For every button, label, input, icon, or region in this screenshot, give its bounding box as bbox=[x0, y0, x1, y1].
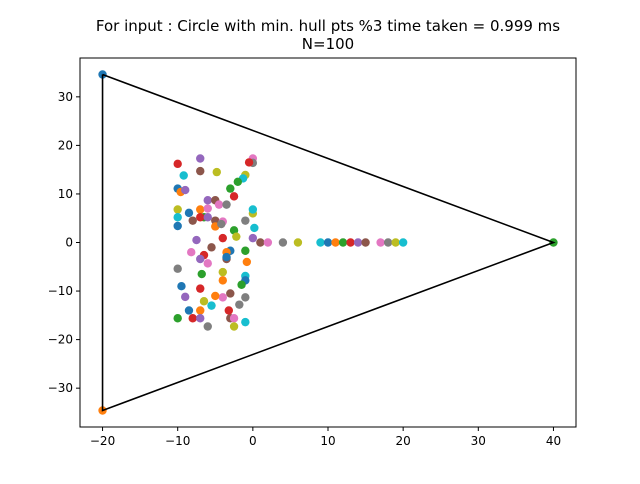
data-point bbox=[353, 238, 363, 247]
data-point bbox=[391, 238, 400, 247]
data-point bbox=[188, 314, 197, 323]
data-point bbox=[203, 213, 212, 222]
data-point bbox=[218, 267, 227, 277]
data-point bbox=[173, 205, 182, 214]
data-point bbox=[398, 238, 408, 247]
data-point bbox=[248, 233, 258, 243]
data-point bbox=[278, 238, 288, 247]
data-point bbox=[173, 221, 182, 231]
data-point bbox=[196, 154, 205, 163]
data-point bbox=[229, 192, 239, 201]
data-point bbox=[187, 248, 196, 257]
data-point bbox=[173, 159, 182, 169]
data-point bbox=[241, 317, 250, 327]
data-point bbox=[241, 293, 250, 302]
data-point bbox=[173, 264, 182, 273]
data-point bbox=[293, 238, 303, 247]
data-point bbox=[207, 301, 216, 310]
data-point bbox=[361, 238, 370, 247]
y-tick-label: 0 bbox=[65, 236, 73, 250]
data-point bbox=[203, 204, 212, 213]
data-point bbox=[203, 196, 212, 205]
data-point bbox=[211, 291, 220, 301]
data-point bbox=[173, 213, 182, 222]
data-point bbox=[184, 208, 194, 218]
data-point bbox=[212, 167, 221, 177]
y-tick-label: 20 bbox=[58, 138, 73, 152]
data-point bbox=[383, 238, 393, 247]
data-point bbox=[192, 235, 201, 245]
data-point bbox=[237, 280, 246, 289]
y-tick-label: −10 bbox=[48, 284, 73, 298]
data-point bbox=[173, 314, 182, 323]
data-point bbox=[229, 322, 239, 331]
data-point bbox=[229, 226, 239, 235]
data-point bbox=[256, 238, 265, 247]
data-point bbox=[331, 238, 340, 247]
data-point bbox=[181, 292, 190, 302]
y-tick-label: 10 bbox=[58, 187, 73, 201]
data-point bbox=[244, 158, 254, 167]
chart-title: For input : Circle with min. hull pts %3… bbox=[96, 17, 560, 35]
data-point bbox=[229, 314, 239, 323]
data-point bbox=[207, 243, 216, 252]
data-point bbox=[376, 238, 385, 247]
chart-subtitle: N=100 bbox=[302, 35, 354, 53]
data-point bbox=[184, 306, 194, 315]
data-point bbox=[338, 238, 348, 247]
x-tick-label: 20 bbox=[396, 434, 411, 448]
y-tick-label: −20 bbox=[48, 333, 73, 347]
x-tick-label: 0 bbox=[249, 434, 257, 448]
data-point bbox=[241, 246, 250, 255]
data-point bbox=[199, 297, 209, 306]
data-point bbox=[218, 276, 227, 285]
data-point bbox=[196, 314, 205, 323]
data-point bbox=[226, 184, 235, 193]
data-point bbox=[218, 233, 227, 243]
x-tick-label: 30 bbox=[471, 434, 486, 448]
data-point bbox=[203, 322, 212, 331]
x-tick-label: −10 bbox=[165, 434, 190, 448]
data-point bbox=[222, 200, 231, 209]
hull-line bbox=[101, 73, 556, 412]
data-point bbox=[181, 185, 190, 195]
y-tick-label: −30 bbox=[48, 381, 73, 395]
data-point bbox=[196, 213, 205, 222]
data-point bbox=[196, 205, 205, 214]
data-point bbox=[196, 306, 205, 315]
data-point bbox=[241, 216, 250, 225]
x-tick-label: −20 bbox=[90, 434, 115, 448]
data-point bbox=[196, 254, 205, 264]
data-point bbox=[226, 289, 235, 298]
data-point bbox=[233, 177, 243, 187]
data-point bbox=[323, 238, 333, 247]
plot-area bbox=[98, 70, 558, 415]
data-point bbox=[346, 238, 355, 247]
data-point bbox=[224, 306, 233, 315]
data-point bbox=[248, 205, 258, 214]
data-point bbox=[196, 166, 205, 176]
data-point bbox=[242, 257, 252, 267]
data-point bbox=[188, 216, 197, 225]
data-point bbox=[214, 200, 224, 209]
data-point bbox=[177, 281, 186, 291]
data-point bbox=[263, 238, 273, 247]
data-point bbox=[196, 284, 205, 293]
data-point bbox=[197, 269, 206, 279]
data-point bbox=[250, 223, 259, 233]
data-point bbox=[217, 219, 226, 229]
data-point bbox=[316, 238, 325, 247]
data-point bbox=[235, 300, 244, 309]
y-tick-label: 30 bbox=[58, 90, 73, 104]
x-tick-label: 10 bbox=[320, 434, 335, 448]
data-point bbox=[203, 259, 212, 268]
data-point bbox=[218, 293, 227, 302]
data-point bbox=[232, 232, 241, 241]
x-tick-label: 40 bbox=[546, 434, 561, 448]
data-point bbox=[179, 171, 188, 180]
data-point bbox=[222, 252, 231, 262]
